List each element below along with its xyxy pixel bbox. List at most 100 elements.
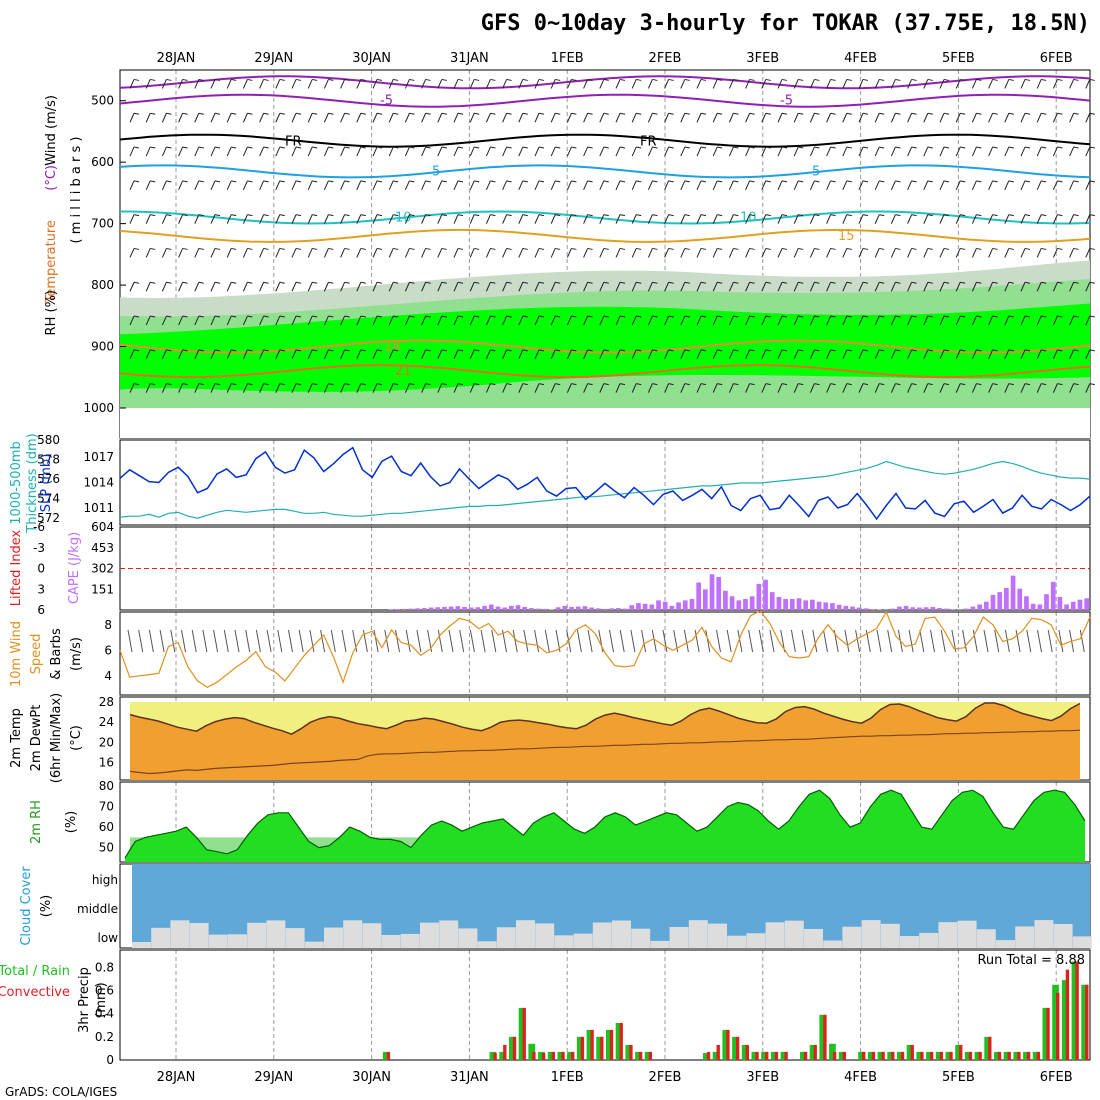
wind-barb [1004, 282, 1010, 292]
wind-barb [194, 79, 200, 89]
wind-barb [421, 315, 427, 326]
wind-barb [178, 248, 184, 258]
precip-total-bar [1013, 1051, 1021, 1060]
cape-bar [515, 605, 521, 610]
surface-wind-barb [576, 629, 582, 653]
y-tick-pressure: 800 [91, 278, 114, 292]
wind-barb [307, 383, 313, 393]
wind-barb [879, 78, 885, 81]
wind-barb [1008, 315, 1014, 318]
wind-barb [263, 78, 269, 81]
wind-barb [1085, 113, 1091, 123]
wind-barb [636, 281, 642, 284]
wind-barb [291, 248, 297, 258]
wind-barb [712, 180, 718, 191]
precip-axis-label: 3hr Precip [77, 967, 92, 1033]
wind-barb [263, 180, 269, 183]
cape-bar [616, 608, 621, 610]
surface-wind-barb [148, 629, 154, 653]
low-cloud-bar [420, 922, 439, 948]
wind-barb [1020, 383, 1026, 393]
precip-total-bar [829, 1043, 836, 1060]
wind-barb [923, 383, 929, 393]
precip-conv-bar [832, 1051, 837, 1060]
wind-barb [923, 113, 929, 123]
wind-barb [1052, 79, 1058, 89]
wind-barb [566, 146, 572, 157]
wind-panel-label3: & Barbs [49, 628, 64, 680]
precip-conv-bar [755, 1051, 759, 1060]
wind-barb [879, 146, 885, 149]
cape-bar [729, 596, 735, 610]
wind-barb [907, 113, 913, 123]
wind-barb [696, 349, 702, 360]
wind-barb [652, 112, 658, 115]
wind-barb [728, 383, 734, 393]
wind-barb [522, 349, 528, 352]
wind-barb [323, 214, 329, 224]
wind-barb [895, 214, 901, 217]
wind-barb [1057, 214, 1063, 217]
wind-barb [263, 247, 269, 250]
surface-wind-barb [459, 629, 465, 653]
wind-barb [231, 112, 237, 115]
wind-barb [198, 315, 204, 318]
wind-barb [781, 281, 788, 284]
wind-barb [275, 248, 281, 258]
wind-barb [842, 248, 848, 258]
wind-barb [684, 180, 690, 183]
wind-barb [971, 180, 977, 191]
wind-barb [437, 248, 443, 258]
wind-barb [1041, 180, 1047, 183]
low-cloud-bar [573, 933, 593, 948]
wind-barb [830, 349, 836, 352]
wind-barb [696, 79, 702, 89]
wind-barb [393, 78, 399, 81]
wind-barb [198, 112, 204, 115]
wind-barb [522, 180, 528, 183]
precip-total-bar [499, 1051, 506, 1060]
wind-barb [939, 146, 945, 157]
surface-wind-barb [298, 629, 304, 653]
date-label-top: 31JAN [450, 51, 489, 66]
y-tick-precip: 0.4 [95, 1007, 114, 1021]
wind-barb [437, 315, 443, 326]
wind-barb [777, 349, 783, 360]
surface-wind-barb [512, 629, 518, 653]
wind-barb [555, 247, 561, 250]
low-cloud-bar [1072, 936, 1092, 948]
wind-barb [231, 180, 237, 183]
wind-barb [939, 349, 945, 360]
wind-barb [198, 349, 204, 352]
wind-barb [615, 79, 621, 89]
precip-total-bar [761, 1051, 768, 1060]
surface-wind-barb [930, 629, 935, 653]
y-tick-rh: 60 [99, 820, 114, 834]
wind-barb [879, 247, 885, 250]
wind-barb [733, 146, 739, 149]
wind-barb [895, 78, 901, 81]
wind-barb [376, 78, 383, 81]
cape-bar [1070, 601, 1076, 610]
contour-21 [119, 364, 1091, 379]
wind-barb [453, 248, 459, 258]
cape-bar [930, 606, 936, 610]
wind-barb [943, 383, 950, 386]
wind-barb [1089, 214, 1095, 217]
wind-barb [696, 315, 702, 326]
wind-barb [923, 180, 929, 191]
wind-barb [356, 113, 362, 123]
surface-wind-barb [181, 629, 186, 653]
wind-barb [647, 349, 653, 360]
wind-barb [522, 247, 528, 250]
wind-barb [474, 281, 480, 284]
wind-barb [372, 214, 378, 224]
wind-barb [745, 282, 751, 292]
wind-barb [712, 349, 718, 360]
cape-bar [776, 596, 782, 610]
wind-barb [939, 79, 945, 89]
contour-label: -5 [780, 94, 793, 109]
y-tick-temp: 28 [99, 695, 114, 709]
wind-barb [344, 78, 350, 81]
wind-barb [259, 79, 265, 89]
